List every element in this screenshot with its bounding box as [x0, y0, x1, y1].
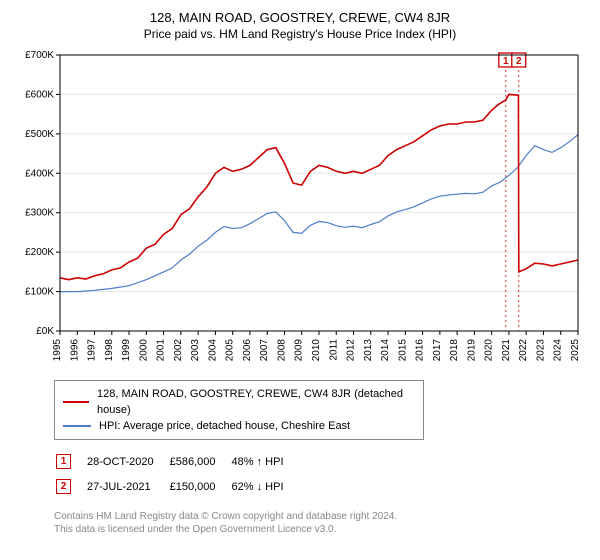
svg-text:1997: 1997 [87, 339, 98, 362]
sales-row: 1 28-OCT-2020£586,00048% ↑ HPI [56, 450, 298, 473]
svg-text:2013: 2013 [363, 339, 374, 362]
svg-text:£700K: £700K [25, 50, 54, 61]
svg-text:2012: 2012 [346, 339, 357, 362]
svg-text:2: 2 [516, 56, 522, 67]
svg-text:2009: 2009 [294, 339, 305, 362]
svg-text:2005: 2005 [225, 339, 236, 362]
svg-text:2017: 2017 [432, 339, 443, 362]
svg-text:£500K: £500K [25, 129, 54, 140]
price-vs-hpi-chart: £0K £100K £200K £300K £400K £500K £600K £700K 19… [14, 47, 586, 372]
svg-text:2002: 2002 [173, 339, 184, 362]
footer-line-1: Contains HM Land Registry data © Crown c… [54, 510, 586, 523]
sale-marker-2: 2 [56, 479, 71, 494]
svg-text:1998: 1998 [104, 339, 115, 362]
svg-text:1996: 1996 [69, 339, 80, 362]
svg-text:2025: 2025 [570, 339, 581, 362]
svg-text:1999: 1999 [121, 339, 132, 362]
svg-text:2007: 2007 [259, 339, 270, 362]
svg-text:£200K: £200K [25, 247, 54, 258]
chart-svg: £0K £100K £200K £300K £400K £500K £600K £700K 19… [14, 47, 586, 367]
svg-text:£300K: £300K [25, 208, 54, 219]
svg-text:£0K: £0K [36, 326, 54, 337]
legend-label-property: 128, MAIN ROAD, GOOSTREY, CREWE, CW4 8JR… [97, 386, 415, 418]
svg-text:2008: 2008 [276, 339, 287, 362]
svg-text:2011: 2011 [328, 339, 339, 361]
svg-text:2018: 2018 [449, 339, 460, 362]
sale-date: 27-JUL-2021 [87, 475, 168, 498]
svg-text:2006: 2006 [242, 339, 253, 362]
svg-text:2019: 2019 [466, 339, 477, 362]
svg-text:2016: 2016 [415, 339, 426, 362]
sale-delta: 62% ↓ HPI [232, 475, 298, 498]
svg-text:1995: 1995 [52, 339, 63, 362]
legend: 128, MAIN ROAD, GOOSTREY, CREWE, CW4 8JR… [54, 380, 424, 440]
sale-date: 28-OCT-2020 [87, 450, 168, 473]
svg-text:2022: 2022 [518, 339, 529, 362]
sales-table: 1 28-OCT-2020£586,00048% ↑ HPI 2 27-JUL-202… [54, 448, 300, 500]
legend-label-hpi: HPI: Average price, detached house, Ches… [99, 418, 350, 434]
svg-text:2004: 2004 [207, 339, 218, 362]
svg-text:£600K: £600K [25, 89, 54, 100]
footer-text: Contains HM Land Registry data © Crown c… [54, 510, 586, 536]
legend-item-hpi: HPI: Average price, detached house, Ches… [63, 418, 415, 434]
svg-text:2020: 2020 [484, 339, 495, 362]
svg-text:£400K: £400K [25, 168, 54, 179]
sale-marker-1: 1 [56, 454, 71, 469]
svg-text:2023: 2023 [535, 339, 546, 362]
sale-price: £586,000 [170, 450, 230, 473]
svg-text:2010: 2010 [311, 339, 322, 362]
svg-text:2001: 2001 [156, 339, 167, 362]
legend-swatch-property [63, 401, 89, 403]
svg-text:2024: 2024 [553, 339, 564, 362]
svg-text:2015: 2015 [397, 339, 408, 362]
svg-text:£100K: £100K [25, 287, 54, 298]
svg-text:2003: 2003 [190, 339, 201, 362]
sale-price: £150,000 [170, 475, 230, 498]
legend-item-property: 128, MAIN ROAD, GOOSTREY, CREWE, CW4 8JR… [63, 386, 415, 418]
svg-text:2021: 2021 [501, 339, 512, 362]
footer-line-2: This data is licensed under the Open Gov… [54, 523, 586, 536]
chart-subtitle: Price paid vs. HM Land Registry's House … [14, 27, 586, 41]
svg-text:2000: 2000 [138, 339, 149, 362]
svg-text:2014: 2014 [380, 339, 391, 362]
svg-text:1: 1 [503, 56, 509, 67]
sales-row: 2 27-JUL-2021£150,00062% ↓ HPI [56, 475, 298, 498]
legend-swatch-hpi [63, 425, 91, 427]
sale-delta: 48% ↑ HPI [232, 450, 298, 473]
chart-title: 128, MAIN ROAD, GOOSTREY, CREWE, CW4 8JR [14, 10, 586, 25]
